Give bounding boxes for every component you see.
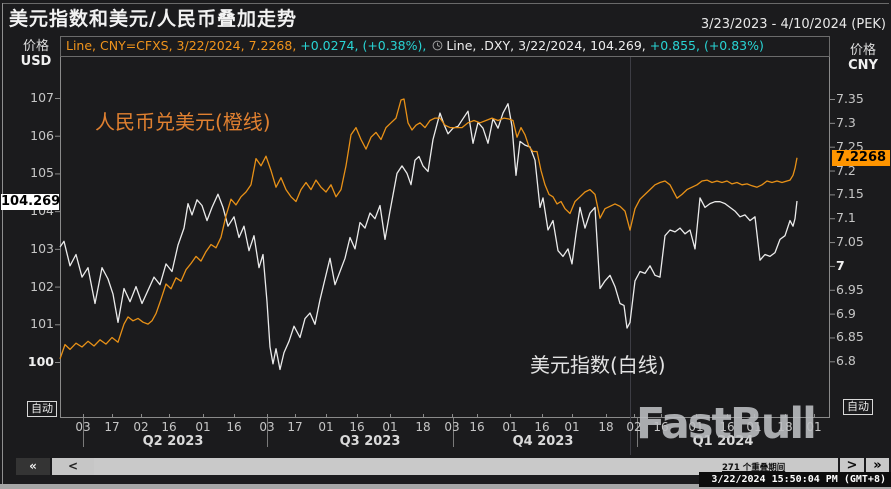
x-axis-tick-label: 01 (382, 420, 398, 434)
x-axis-tick-label: 16 (226, 420, 242, 434)
window-frame-left (2, 3, 3, 484)
x-axis-tick-label: 03 (444, 420, 460, 434)
quarter-label: Q3 2023 (339, 434, 401, 449)
scroll-next-button[interactable]: > (840, 458, 864, 475)
scroll-prev-button[interactable]: < (52, 458, 94, 475)
clock-icon (432, 40, 443, 51)
y-axis-tick-label-usd: 102 (30, 278, 54, 294)
y-axis-tick-label-cny: 7.3 (836, 114, 856, 130)
legend-segment: +0.0274, (+0.38%), (300, 38, 431, 53)
y-axis-tick-label-cny: 7.25 (836, 138, 864, 154)
left-axis-currency-label: USD (20, 54, 52, 69)
y-axis-tick-label-usd: 103 (30, 240, 54, 256)
time-scrollbar: « < 271 个重叠期间 > » (0, 458, 891, 475)
right-axis-price-label: 价格 (849, 43, 876, 58)
last-price-badge-usd: 104.269 (1, 194, 61, 210)
x-axis-tick-label: 01 (746, 420, 762, 434)
x-axis-tick-label: 16 (653, 420, 669, 434)
fastbull-watermark: FastBull (636, 399, 817, 449)
x-axis-tick-label: 01 (806, 420, 822, 434)
quarter-label: Q1 2024 (692, 434, 754, 449)
y-axis-tick-label-cny: 7.35 (836, 91, 864, 106)
scrollbar-track[interactable]: 271 个重叠期间 (94, 458, 838, 475)
x-axis-tick-label: 01 (564, 420, 580, 434)
periods-count-label: 271 个重叠期间 (722, 463, 786, 473)
x-axis-tick-label: 02 (626, 420, 642, 434)
y-axis-tick-label-cny: 6.8 (836, 353, 856, 369)
y-axis-tick-label-cny: 7.2 (836, 162, 856, 178)
auto-scale-button-left[interactable]: 自动 (27, 401, 57, 417)
x-axis-tick-label: 01 (195, 420, 211, 434)
y-axis-tick-label-cny: 7.15 (836, 186, 864, 202)
x-axis-tick-label: 16 (349, 420, 365, 434)
x-axis-tick-label: 02 (133, 420, 149, 434)
x-axis-tick-label: 01 (318, 420, 334, 434)
legend-segment: Line, .DXY, 3/22/2024, 104.269, (446, 38, 650, 53)
y-axis-tick-label-usd: 105 (30, 165, 54, 181)
scroll-first-button[interactable]: « (16, 458, 50, 475)
legend-content: Line, CNY=CFXS, 3/22/2024, 7.2268, +0.02… (66, 38, 764, 53)
scroll-last-button[interactable]: » (866, 458, 889, 475)
annotation-cny-line: 人民币兑美元(橙线) (95, 110, 271, 134)
auto-scale-button-right[interactable]: 自动 (843, 399, 873, 415)
window-bottom-edge (0, 484, 891, 489)
x-axis-tick-label: 16 (719, 420, 735, 434)
y-axis-tick-label-usd: 101 (30, 316, 54, 332)
chart-legend[interactable]: Line, CNY=CFXS, 3/22/2024, 7.2268, +0.02… (60, 36, 830, 57)
x-axis-tick-label: 16 (534, 420, 550, 434)
x-axis-tick-label: 03 (259, 420, 275, 434)
y-axis-tick-label-usd: 107 (30, 90, 54, 105)
y-axis-tick-label-usd: 106 (30, 127, 54, 143)
page-title: 美元指数和美元/人民币叠加走势 (9, 8, 297, 30)
x-axis-tick-label: 17 (287, 420, 303, 434)
y-axis-tick-label-cny: 7.1 (836, 210, 856, 226)
x-axis-tick-label: 16 (161, 420, 177, 434)
date-range: 3/23/2023 - 4/10/2024 (PEK) (700, 17, 886, 32)
legend-segment: Line, CNY=CFXS, 3/22/2024, 7.2268, (66, 38, 301, 53)
x-axis-tick-label: 16 (469, 420, 485, 434)
x-axis-tick-label: 01 (502, 420, 518, 434)
x-axis-tick-label: 18 (415, 420, 431, 434)
window-frame-top (2, 3, 889, 4)
y-axis-tick-label-cny: 6.95 (836, 281, 864, 297)
annotation-dxy-line: 美元指数(白线) (530, 353, 666, 377)
left-axis-price-label: 价格 (22, 39, 49, 54)
x-axis-tick-label: 01 (688, 420, 704, 434)
x-axis-tick-label: 17 (104, 420, 120, 434)
y-axis-tick-label-cny: 7.05 (836, 234, 864, 250)
series-line-cny (59, 98, 798, 360)
right-axis-currency-label: CNY (848, 58, 878, 73)
x-axis-tick-label: 18 (598, 420, 614, 434)
quarter-label: Q4 2023 (512, 434, 574, 449)
left-axis-header: 价格 USD (14, 39, 58, 69)
y-axis-tick-label-cny: 6.85 (836, 329, 864, 345)
quarter-label: Q2 2023 (142, 434, 204, 449)
y-axis-tick-label-cny: 6.9 (836, 305, 856, 321)
y-axis-tick-label-usd: 100 (27, 354, 54, 369)
right-axis-header: 价格 CNY (840, 43, 886, 73)
status-timestamp: 3/22/2024 15:50:04 PM (GMT+8) (699, 472, 891, 487)
x-axis-tick-label: 18 (777, 420, 793, 434)
last-price-badge-cny: 7.2268 (832, 150, 890, 166)
y-axis-tick-label-cny: 7 (836, 257, 845, 273)
legend-segment: +0.855, (+0.83%) (649, 38, 764, 53)
x-axis-tick-label: 03 (75, 420, 91, 434)
